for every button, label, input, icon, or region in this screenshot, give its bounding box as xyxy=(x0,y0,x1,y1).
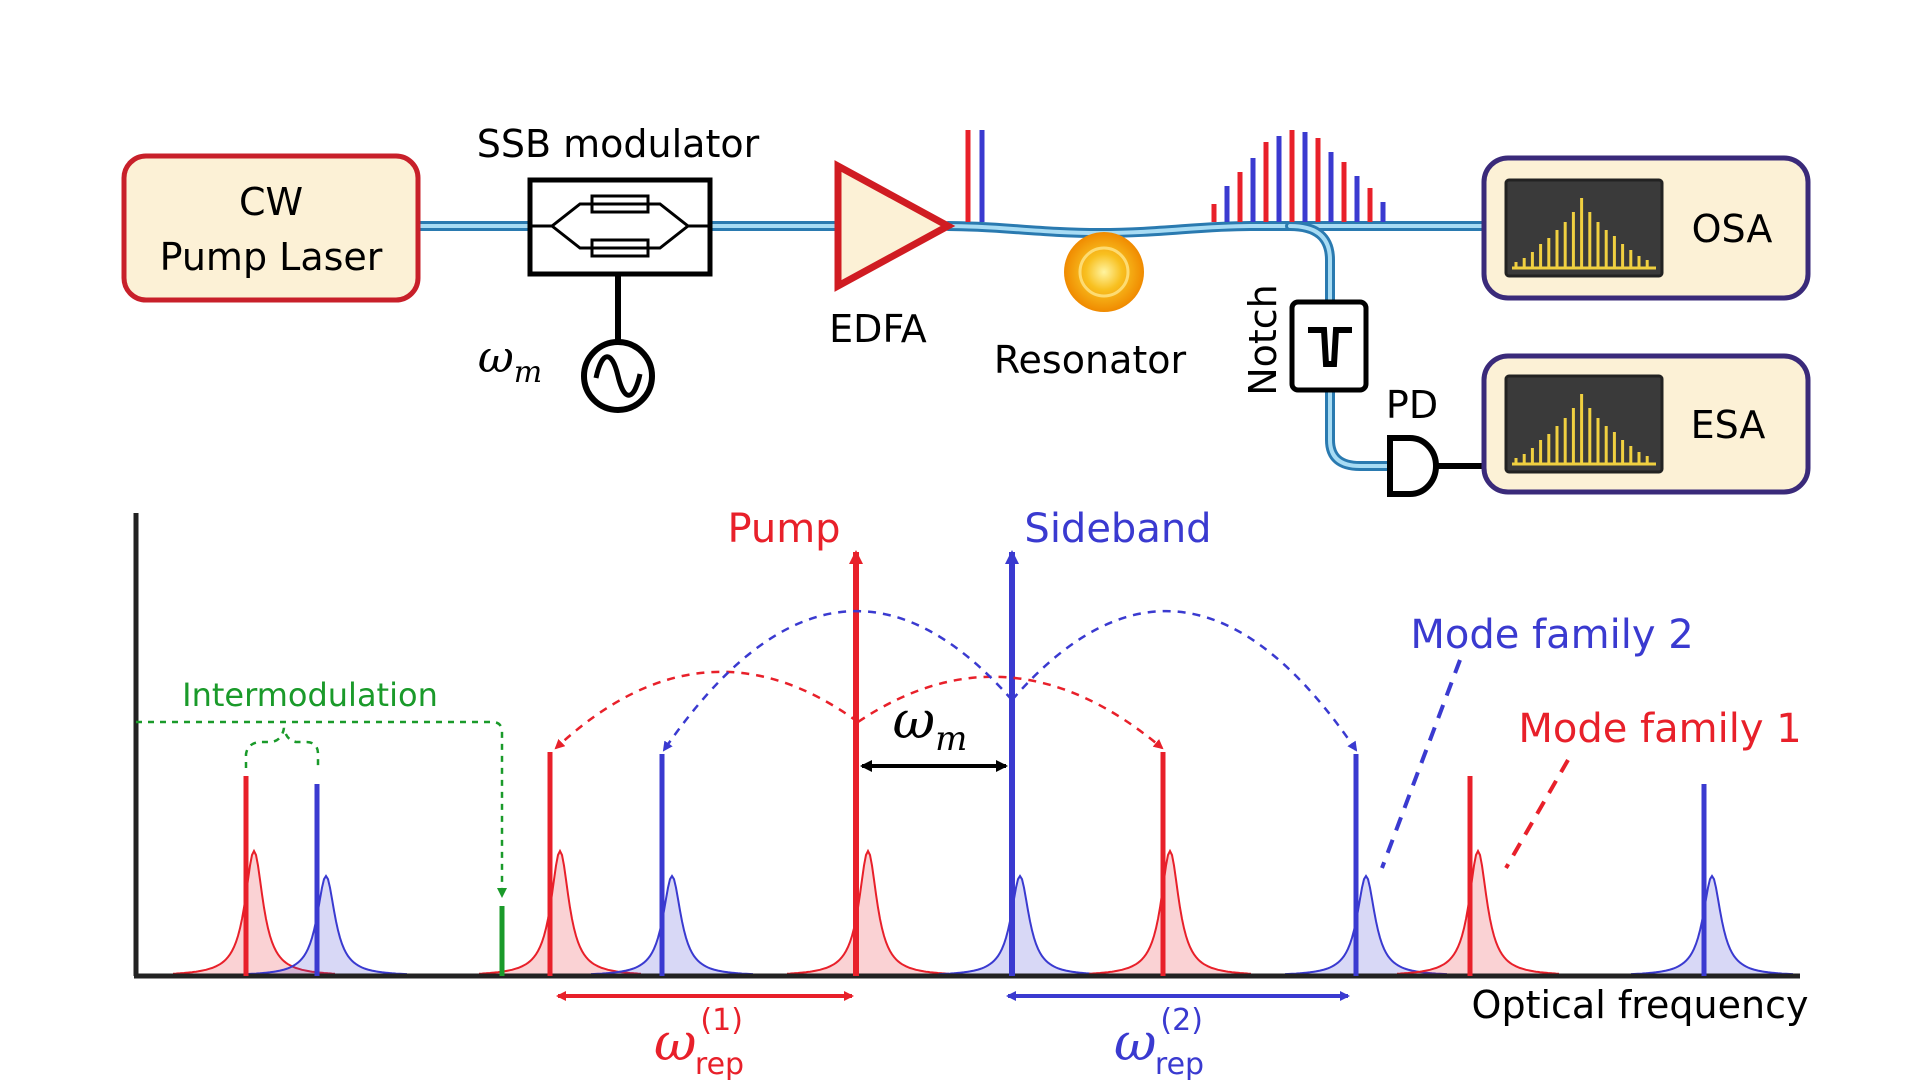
arc-sideband-to-right xyxy=(1011,609,1358,752)
mode-family-1-leader xyxy=(1504,759,1570,869)
peak-outline xyxy=(479,848,641,976)
pump-label: Pump xyxy=(727,506,840,552)
arc-pump-to-left xyxy=(554,670,859,750)
peak-fill xyxy=(174,851,334,976)
ssb-modulator: SSB modulator ωm xyxy=(477,122,760,413)
photodiode: PD xyxy=(1386,383,1484,497)
x-axis-label: Optical frequency xyxy=(1472,983,1809,1027)
mode-family-2-leader xyxy=(1380,659,1462,869)
peak-fill xyxy=(788,851,948,976)
intermodulation-bracket xyxy=(136,720,507,898)
peak-outline xyxy=(1089,848,1251,976)
resonator-label: Resonator xyxy=(994,338,1187,382)
peak-fill xyxy=(1398,851,1558,976)
mode-family-1-label: Mode family 1 xyxy=(1518,706,1801,752)
omega-m-drive-label: ωm xyxy=(478,332,542,390)
osa-spectrum-icon xyxy=(1512,198,1656,270)
peak-fill xyxy=(1632,876,1792,976)
resonator-icon xyxy=(1064,232,1144,312)
cw-pump-laser: CW Pump Laser xyxy=(121,153,421,303)
peak-fill xyxy=(1090,851,1250,976)
rep2-label: ω (2) rep xyxy=(1114,1003,1204,1080)
peak-outline xyxy=(591,874,753,976)
peak-outline xyxy=(173,848,335,976)
peak-fill xyxy=(480,851,640,976)
resonance-peaks xyxy=(173,848,1793,976)
esa-label: ESA xyxy=(1691,403,1766,447)
intermodulation-label: Intermodulation xyxy=(182,676,438,714)
esa-instrument: ESA xyxy=(1481,353,1811,495)
sideband-label: Sideband xyxy=(1024,506,1211,552)
arc-sideband-to-left xyxy=(662,609,1013,752)
cw-laser-label-line2: Pump Laser xyxy=(160,235,383,279)
peak-outline xyxy=(1631,874,1793,976)
osa-instrument: OSA xyxy=(1481,155,1811,301)
spectrum-diagram: Optical frequency Pump Sideband Mode fam… xyxy=(133,506,1809,1080)
cw-laser-label-line1: CW xyxy=(239,180,303,224)
notch-label: Notch xyxy=(1241,284,1285,396)
setup-schematic: CW Pump Laser SSB modulator ωm EDFA xyxy=(121,122,1811,497)
comb-lines xyxy=(243,550,1707,976)
peak-outline xyxy=(245,874,407,976)
edfa-amplifier: EDFA xyxy=(829,130,985,351)
pd-label: PD xyxy=(1386,383,1438,427)
peak-fill xyxy=(592,876,752,976)
omega-m-spacing-label: ωm xyxy=(893,691,968,759)
peak-fill xyxy=(246,876,406,976)
output-comb-icon xyxy=(1211,130,1386,222)
esa-spectrum-icon xyxy=(1512,394,1656,466)
peak-fill xyxy=(940,876,1100,976)
peak-outline xyxy=(1397,848,1559,976)
peak-outline xyxy=(787,848,949,976)
peak-outline xyxy=(939,874,1101,976)
peak-fill xyxy=(1286,876,1446,976)
arc-pump-to-right xyxy=(857,675,1164,750)
edfa-label: EDFA xyxy=(829,307,927,351)
rep1-label: ω (1) rep xyxy=(654,1003,744,1080)
notch-filter: Notch xyxy=(1241,284,1369,396)
mode-family-2-label: Mode family 2 xyxy=(1410,612,1693,658)
ssb-modulator-label: SSB modulator xyxy=(477,122,760,166)
osa-label: OSA xyxy=(1692,207,1773,251)
resonator: Resonator xyxy=(994,232,1187,382)
